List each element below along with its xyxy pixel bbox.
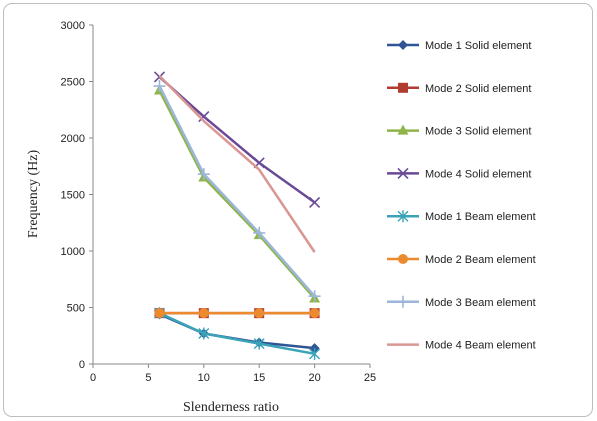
data-point-marker <box>198 327 210 340</box>
x-tick-label: 25 <box>364 372 376 384</box>
series-mode-2-beam-element <box>154 308 320 319</box>
y-tick-label: 500 <box>67 303 85 315</box>
x-tick-label: 0 <box>90 372 96 384</box>
series-mode-4-beam-element <box>158 74 316 253</box>
series-line-mode-3-solid-element <box>158 89 316 300</box>
legend-item: Mode 2 Beam element <box>387 254 536 266</box>
x-axis-title: Slenderness ratio <box>183 400 279 415</box>
legend-marker <box>397 210 409 223</box>
y-tick-label: 0 <box>79 359 85 371</box>
legend-label: Mode 2 Solid element <box>425 83 531 95</box>
series-line-mode-3-beam-element <box>158 85 316 298</box>
y-tick-label: 2000 <box>61 133 85 145</box>
series-line-mode-4-solid-element <box>158 76 316 204</box>
data-point-marker <box>254 308 265 319</box>
legend-label: Mode 4 Beam element <box>425 340 536 352</box>
series-mode-3-solid-element <box>153 84 321 303</box>
y-tick-labels: 0 500 1000 1500 2000 2500 3000 <box>61 20 93 371</box>
data-point-marker <box>198 110 210 123</box>
data-point-marker <box>308 290 321 303</box>
data-point-marker <box>309 196 321 208</box>
data-point-marker <box>309 308 320 319</box>
legend: Mode 1 Solid element Mode 2 Solid element… <box>387 40 536 352</box>
legend-marker <box>398 82 408 93</box>
legend-item: Mode 1 Beam element <box>387 210 536 223</box>
data-point-marker <box>197 168 210 181</box>
data-point-marker <box>153 80 166 93</box>
legend-label: Mode 4 Solid element <box>425 168 531 180</box>
series-mode-1-solid-element <box>154 309 320 354</box>
y-tick-label: 1000 <box>61 246 85 258</box>
legend-label: Mode 1 Beam element <box>425 211 536 223</box>
series-mode-4-solid-element <box>153 71 321 208</box>
legend-marker <box>398 254 408 264</box>
legend-marker <box>397 124 409 135</box>
legend-item: Mode 1 Solid element <box>387 40 531 52</box>
x-tick-label: 20 <box>308 372 320 384</box>
legend-marker <box>398 40 408 50</box>
legend-item: Mode 3 Beam element <box>387 295 536 309</box>
series-line-mode-4-beam-element <box>158 74 316 253</box>
x-tick-label: 5 <box>145 372 151 384</box>
y-tick-label: 1500 <box>61 190 85 202</box>
series-mode-3-beam-element <box>153 80 321 303</box>
series-line-mode-1-beam-element <box>158 312 315 356</box>
data-point-marker <box>253 337 265 350</box>
legend-marker <box>397 167 409 179</box>
series-mode-1-beam-element <box>153 307 321 360</box>
data-point-marker <box>309 347 321 360</box>
legend-item: Mode 2 Solid element <box>387 82 531 95</box>
legend-item: Mode 4 Beam element <box>387 340 536 352</box>
x-tick-label: 10 <box>198 372 210 384</box>
legend-marker <box>397 295 409 308</box>
y-tick-label: 2500 <box>61 77 85 89</box>
x-tick-labels: 0 5 10 15 20 25 <box>90 364 376 384</box>
legend-label: Mode 3 Beam element <box>425 297 536 309</box>
legend-item: Mode 3 Solid element <box>387 124 531 138</box>
y-axis-title: Frequency (Hz) <box>26 150 41 239</box>
legend-item: Mode 4 Solid element <box>387 167 531 180</box>
data-point-marker <box>198 308 209 319</box>
y-tick-label: 3000 <box>61 20 85 32</box>
chart-frame <box>3 3 593 417</box>
data-point-marker <box>154 308 165 319</box>
plot-area <box>153 71 321 360</box>
legend-label: Mode 1 Solid element <box>425 40 531 52</box>
legend-label: Mode 2 Beam element <box>425 254 536 266</box>
legend-label: Mode 3 Solid element <box>425 126 531 138</box>
series-line-mode-1-solid-element <box>158 313 315 350</box>
data-point-marker <box>253 226 266 239</box>
x-tick-label: 15 <box>253 372 265 384</box>
